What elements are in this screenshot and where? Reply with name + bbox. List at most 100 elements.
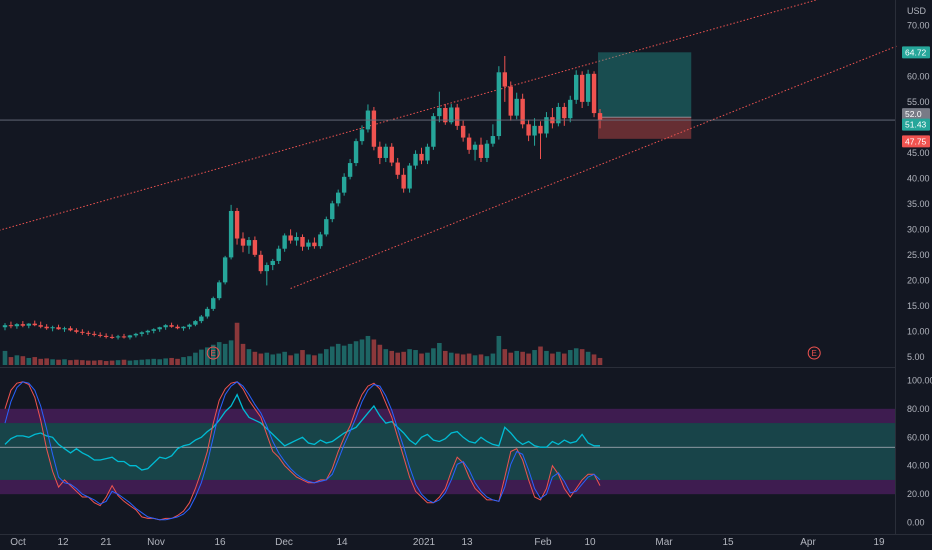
candle-body [341,176,347,193]
volume-bar [591,354,597,365]
volume-bar [68,360,73,365]
time-tick-label: 21 [100,537,112,548]
volume-bar [50,359,55,365]
time-tick-label: 15 [722,537,734,548]
volume-bar [329,346,335,365]
candlesticks [2,55,603,340]
candle-body [413,153,418,166]
oscillator-tick-label: 40.00 [907,461,930,471]
time-tick-label: 14 [336,537,348,548]
candle-body [26,323,31,326]
volume-bar [377,344,383,365]
volume-bar [389,350,395,365]
candle-body [175,326,180,329]
volume-bar [312,355,317,365]
volume-bar [401,351,406,365]
volume-bar [526,353,531,365]
volume-bar [371,339,377,365]
volume-bar [103,361,109,365]
volume-bar [91,360,97,365]
candle-body [252,240,258,255]
volume-bar [86,360,91,365]
candle-body [264,265,269,272]
volume-bar [472,355,478,365]
volume-bar [74,359,79,365]
long-position-tool[interactable] [598,52,692,139]
volume-bar [14,355,20,365]
time-tick-label: Oct [10,537,26,548]
candle-body [133,333,139,336]
candle-body [312,242,317,247]
candle-body [199,316,204,322]
volume-bar [484,356,490,365]
price-tick-label: 15.00 [907,301,930,311]
volume-bar [210,344,216,365]
volume-bar [460,354,466,365]
candle-body [544,117,549,134]
time-tick-label: 2021 [413,537,436,548]
volume-bar [97,360,103,365]
volume-bar [26,357,32,365]
stoch-lines [4,381,601,521]
currency-label: USD [907,6,927,16]
stoch-rsi-pane[interactable] [0,381,895,521]
volume-bar [181,357,186,365]
trendlines[interactable] [0,0,898,289]
volume-bar [222,343,228,365]
volume-bars [2,322,603,365]
candle-body [359,129,365,142]
candle-body [288,235,293,241]
volume-bar [157,359,162,365]
candle-body [425,146,430,161]
candle-body [282,235,287,249]
volume-bar [2,350,8,365]
volume-bar [437,343,442,365]
candle-body [574,74,579,100]
volume-bar [44,358,49,365]
position-loss-zone [598,117,692,139]
candle-body [187,324,192,327]
volume-bar [395,352,400,365]
volume-bar [365,335,371,365]
volume-bar [556,351,561,365]
volume-bar [341,345,347,365]
candle-body [211,298,216,309]
candle-body [20,324,26,326]
candle-body [276,248,281,261]
entry-price-tag-text: 52.0 [905,109,922,119]
price-tick-label: 20.00 [907,275,930,285]
candle-body [371,110,377,147]
volume-bar [448,352,454,365]
candle-body [306,242,311,247]
candle-body [538,125,543,134]
volume-bar [454,353,460,365]
candle-body [193,321,198,325]
volume-bar [585,351,591,365]
target-price-tag-text: 64.72 [905,47,927,57]
candle-body [460,125,466,138]
price-axis[interactable]: USD 70.0065.0060.0055.0050.0045.0040.003… [895,0,932,534]
time-axis[interactable]: Oct 12 21 Nov 16 Dec 14 2021 13 Feb 10 Mar 15 Apr 19 [0,534,932,549]
candle-body [32,323,37,326]
time-tick-label: Nov [147,537,165,548]
volume-bar [187,356,192,365]
volume-bar [478,354,484,365]
candle-body [181,326,186,329]
candle-body [318,234,323,247]
candle-body [217,282,222,299]
volume-bar [109,360,115,365]
candle-body [562,106,567,119]
volume-bar [199,349,204,365]
candle-body [585,73,591,102]
volume-bar [270,354,276,365]
price-tick-label: 10.00 [907,326,930,336]
candle-body [401,174,406,189]
candle-body [109,336,115,338]
volume-bar [151,358,157,365]
candle-body [270,260,275,266]
volume-bar [38,358,43,365]
volume-bar [443,350,448,365]
